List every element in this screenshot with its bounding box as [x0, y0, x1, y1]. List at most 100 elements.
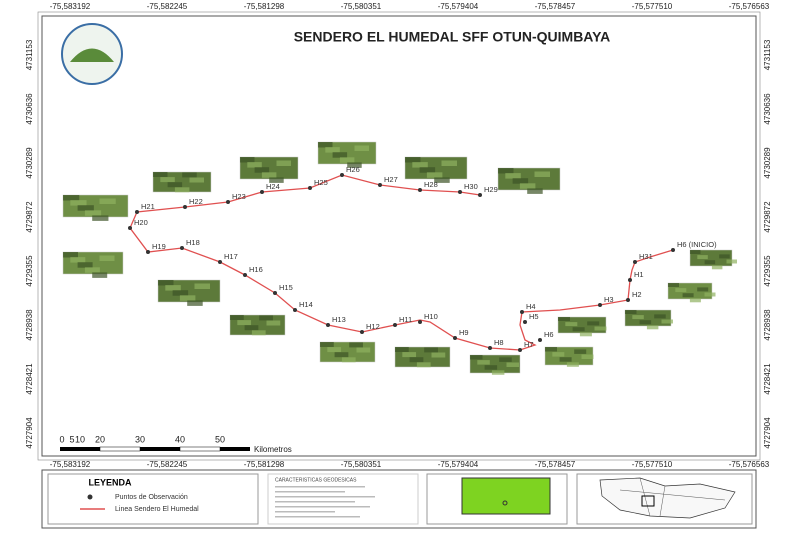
photo-texture [572, 327, 585, 332]
photo-texture [409, 357, 424, 363]
inset-marker [502, 500, 508, 506]
legend-panel: LEYENDA Puntos de Observación Linea Send… [41, 469, 757, 529]
photo-texture [194, 283, 210, 289]
photo-texture [247, 162, 262, 168]
photo-texture [251, 330, 266, 336]
photo-texture [534, 171, 550, 177]
coordinates: -75,583192 -75,583192 -75,582245 -75,582245… [25, 2, 772, 469]
photo-texture [505, 173, 521, 179]
photo-texture [276, 160, 291, 166]
legend-box [47, 473, 259, 525]
photo-texture [625, 310, 637, 314]
point-label: H11 [399, 315, 412, 324]
x-coord-bottom: -75,580351 [341, 460, 382, 469]
photo-texture [325, 147, 340, 153]
point-label: H6 [544, 330, 554, 339]
photo-texture [99, 255, 115, 261]
x-coord-top: -75,580351 [341, 2, 382, 11]
photo [689, 249, 737, 270]
photo [469, 354, 521, 375]
photo-texture [498, 168, 514, 174]
photo-texture [165, 285, 181, 291]
x-coord-top: -75,577510 [632, 2, 673, 11]
legend-title: LEYENDA [88, 477, 132, 487]
photo-texture [668, 283, 679, 287]
point-label: H21 [141, 202, 155, 211]
photo-texture [412, 162, 428, 168]
observation-point [360, 330, 364, 334]
photo [404, 156, 468, 183]
photo-texture [70, 257, 86, 263]
photo [394, 346, 451, 368]
map-title: SENDERO EL HUMEDAL SFF OTUN-QUIMBAYA [294, 29, 611, 45]
photo-texture [552, 352, 565, 357]
point-label: H27 [384, 175, 398, 184]
photo-texture [711, 265, 723, 270]
scale-segment [220, 447, 250, 451]
photo-texture [682, 293, 694, 298]
point-label: H22 [189, 197, 203, 206]
point-label: H31 [639, 252, 653, 261]
y-coord-left: 4727904 [25, 417, 34, 449]
info-lines [275, 486, 375, 518]
y-coord-right: 4729355 [763, 255, 772, 287]
photo-texture [261, 172, 277, 178]
photo-texture [719, 254, 730, 259]
point-label: H12 [366, 322, 380, 331]
observation-point [326, 323, 330, 327]
observation-point [260, 190, 264, 194]
scale-segment [179, 446, 221, 452]
x-coord-bottom: -75,581298 [244, 460, 285, 469]
photo-texture [63, 195, 80, 201]
photo [497, 167, 561, 194]
logo [61, 23, 123, 85]
photo-texture [424, 347, 438, 353]
y-coord-left: 4728421 [25, 363, 34, 395]
photo-texture [416, 362, 431, 368]
observation-point [340, 173, 344, 177]
observation-point [273, 291, 277, 295]
observation-point [243, 273, 247, 277]
photo-texture [84, 210, 102, 216]
point-label: H6 (INICIO) [677, 240, 717, 249]
point-label: H24 [266, 182, 280, 191]
point-label: H10 [424, 312, 438, 321]
info-box [267, 473, 419, 525]
y-coord-right: 4730636 [763, 93, 772, 125]
photo [62, 251, 124, 278]
photo-texture [519, 183, 536, 189]
observation-point [478, 193, 482, 197]
photo-texture [654, 314, 666, 319]
photo-texture [594, 326, 607, 331]
observation-point [293, 308, 297, 312]
photo-texture [349, 342, 363, 348]
y-coord-right: 4728421 [763, 363, 772, 395]
observation-point [633, 260, 637, 264]
point-label: H18 [186, 238, 200, 247]
point-label: H29 [484, 185, 498, 194]
photo-texture [77, 205, 94, 211]
point-label: H23 [232, 192, 246, 201]
photo-texture [334, 352, 349, 358]
photo-texture [506, 362, 519, 367]
photo-texture [632, 315, 644, 320]
x-coord-bottom: -75,582245 [147, 460, 188, 469]
photo-texture [574, 349, 587, 354]
photo-texture [689, 298, 701, 303]
point-label: H2 [632, 290, 642, 299]
observation-point [180, 246, 184, 250]
photo-texture [167, 182, 183, 188]
scale-unit: Kilometros [254, 445, 292, 454]
photo [544, 346, 594, 367]
photo-texture [318, 142, 333, 148]
point-label: H4 [526, 302, 536, 311]
photo-texture [470, 355, 483, 360]
photo-texture [269, 177, 284, 183]
observation-point [538, 338, 542, 342]
photo-texture [661, 319, 673, 324]
photo-texture [545, 347, 557, 352]
photo-texture [566, 362, 579, 367]
photo [317, 141, 377, 168]
x-coord-bottom: -75,583192 [50, 460, 91, 469]
